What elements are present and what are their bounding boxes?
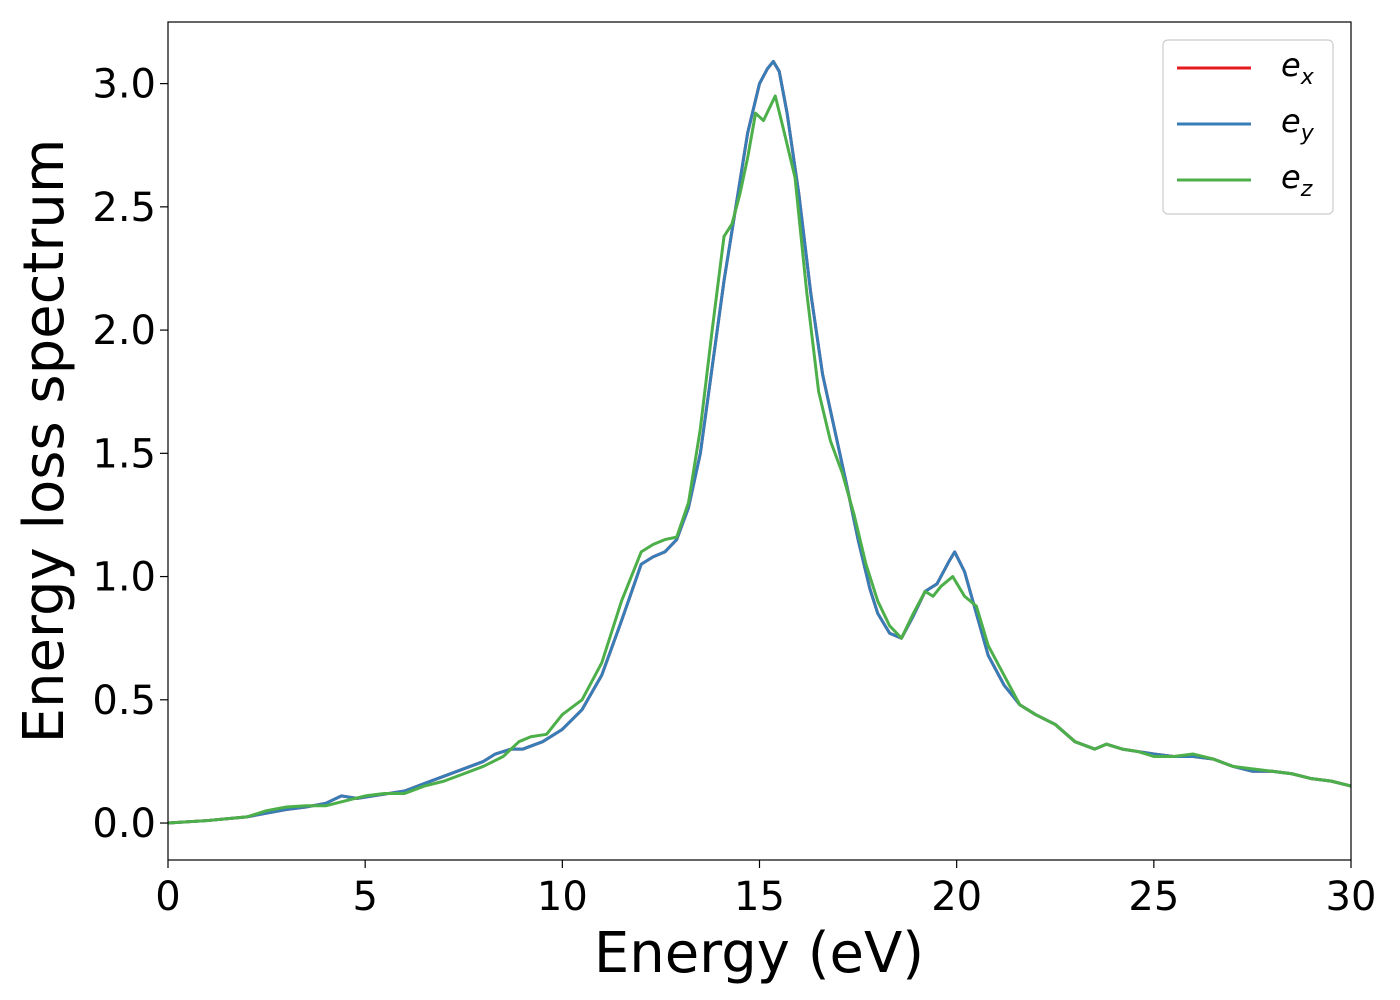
x-tick-label: 5 [352,874,377,920]
y-axis-label: Energy loss spectrum [12,139,77,744]
legend-label-z: ez [1281,158,1313,202]
y-tick-label: 2.5 [92,185,156,231]
legend-label-y: ey [1281,102,1315,146]
y-tick-label: 1.0 [92,555,156,601]
y-tick-label: 0.0 [92,801,156,847]
y-tick-label: 1.5 [92,431,156,477]
x-tick-label: 30 [1326,874,1377,920]
legend-box [1162,39,1334,215]
y-axis: 0.0 0.5 1.0 1.5 2.0 2.5 3.0 [92,62,168,847]
x-axis-label: Energy (eV) [594,921,924,986]
series-line-e-z [168,94,1351,825]
legend: ex ey ez [1162,39,1334,215]
x-tick-label: 0 [155,874,180,920]
plot-frame [167,21,1352,861]
x-tick-label: 20 [931,874,982,920]
plot-background [168,22,1351,860]
series-layer [168,59,1351,825]
y-tick-label: 2.0 [92,308,156,354]
plot-area [168,22,1351,860]
x-tick-label: 10 [537,874,588,920]
y-tick-label: 0.5 [92,678,156,724]
x-tick-label: 25 [1128,874,1179,920]
y-tick-label: 3.0 [92,62,156,108]
x-axis: 0 5 10 15 20 25 30 [155,860,1376,920]
legend-label-x: ex [1281,46,1315,90]
x-tick-label: 15 [734,874,785,920]
